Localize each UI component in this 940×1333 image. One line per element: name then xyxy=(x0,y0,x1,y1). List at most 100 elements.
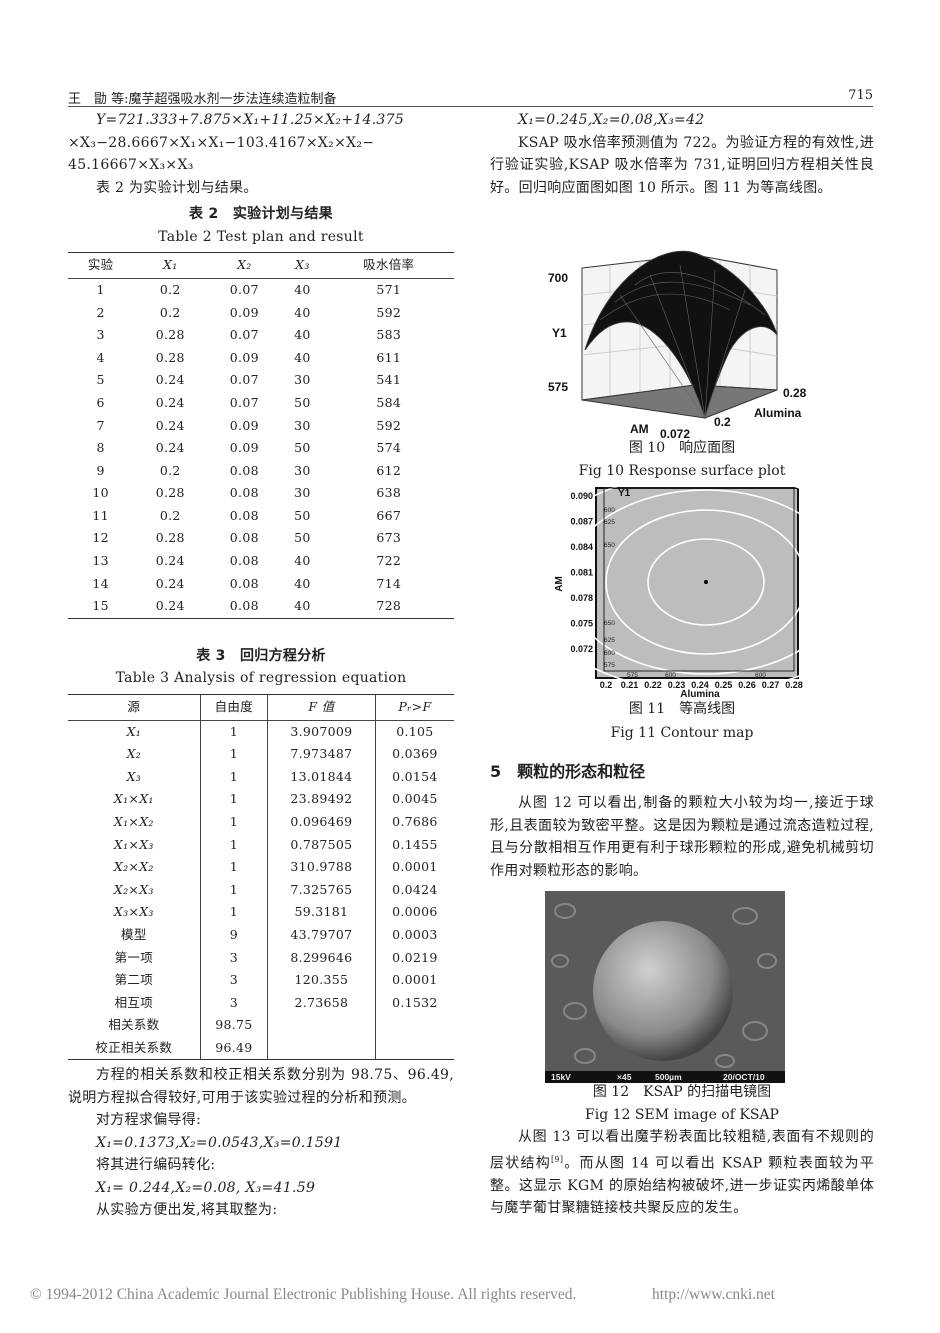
table-cell: 0.0006 xyxy=(392,904,438,920)
fig12-caption-cn: 图 12 KSAP 的扫描电镜图 xyxy=(592,1084,772,1100)
sem-magnification: ×45 xyxy=(617,1072,632,1082)
table-row: X₁×X₂ 1 0.096469 0.7686 xyxy=(68,811,454,834)
x-tick-label: 0.25 xyxy=(715,680,733,690)
table-cell: 40 xyxy=(294,304,311,320)
table-cell: 0.1455 xyxy=(392,836,438,852)
table-cell: 0.08 xyxy=(229,462,259,478)
citation[interactable]: [9] xyxy=(551,1154,564,1164)
contour-label: 625 xyxy=(604,637,615,644)
table-cell: 0.24 xyxy=(155,553,185,569)
table-cell: 541 xyxy=(376,372,402,388)
table-cell: 15 xyxy=(92,598,109,614)
table-cell: 6 xyxy=(96,394,105,410)
table-cell: 50 xyxy=(294,394,311,410)
y-tick-label: 0.075 xyxy=(570,619,593,629)
table-row: 5 0.24 0.07 30 541 xyxy=(68,369,454,392)
y-tick-label: 0.28 xyxy=(783,386,807,400)
table-cell: 8.299646 xyxy=(267,946,376,970)
footer-url[interactable]: http://www.cnki.net xyxy=(652,1286,775,1303)
rounded-values: X₁=0.245,X₂=0.08,X₃=42 xyxy=(518,112,705,128)
table-row: 2 0.2 0.09 40 592 xyxy=(68,302,454,325)
column-header: 吸水倍率 xyxy=(323,252,454,279)
equation-line: Y=721.333+7.875×X₁+11.25×X₂+14.375 xyxy=(96,112,405,128)
table-cell: 0.0003 xyxy=(392,927,438,943)
table-row: 11 0.2 0.08 50 667 xyxy=(68,505,454,528)
table-row: X₂×X₃ 1 7.325765 0.0424 xyxy=(68,878,454,902)
table-cell: X₁×X₁ xyxy=(68,788,201,811)
table3: 源自由度 F 值 Pᵣ>F X₁ 1 3.907009 0.105 X₂ 1 7.973487 0.… xyxy=(68,693,454,1061)
table-cell: 7 xyxy=(96,417,105,433)
table-cell: 1 xyxy=(96,282,105,297)
table-cell: 1 xyxy=(200,788,269,811)
table-cell: 50 xyxy=(294,440,311,456)
table-cell: X₂×X₃ xyxy=(68,878,201,902)
column-header: 源 xyxy=(68,694,201,721)
x-tick-label: 0.27 xyxy=(762,680,780,690)
response-surface-plot: 700 Y1 575 AM 0.072 0.28 Alumina 0.2 xyxy=(548,250,807,440)
table2: 实验 X₁ X₂ X₃ 吸水倍率 1 0.2 0.07 40 571 2 0.2 0.09 40 592 3 0… xyxy=(68,252,454,619)
y-axis-label: Alumina xyxy=(754,406,802,420)
text-line: 从实验方便出发,将其取整为: xyxy=(96,1202,278,1219)
table-cell: 8 xyxy=(96,440,105,456)
x-tick-label: 0.22 xyxy=(644,680,662,690)
table-row: X₁ 1 3.907009 0.105 xyxy=(68,720,454,744)
table-cell: 40 xyxy=(294,575,311,591)
table-row: 相关系数 98.75 xyxy=(68,1014,454,1037)
table-cell xyxy=(267,1014,376,1037)
x-tick-label: 0.23 xyxy=(668,680,686,690)
table-cell: 第一项 xyxy=(68,946,201,970)
table-cell: 583 xyxy=(376,327,402,343)
contour-label: 600 xyxy=(755,672,766,679)
table-cell: 714 xyxy=(376,575,402,591)
table-cell: 11 xyxy=(92,507,109,523)
plot-floor xyxy=(581,384,778,419)
contour-label: 575 xyxy=(604,662,615,669)
contour-label: 600 xyxy=(604,650,615,657)
table-cell: 0.7686 xyxy=(392,814,438,830)
table-cell: 0.07 xyxy=(229,372,259,388)
text-line: 将其进行编码转化: xyxy=(96,1157,216,1174)
contour-label: 650 xyxy=(604,620,615,627)
equation-line: 45.16667×X₃×X₃ xyxy=(68,157,194,173)
plot-area xyxy=(595,487,799,679)
column-header: F 值 xyxy=(267,694,376,721)
table-cell: 0.0424 xyxy=(392,881,438,897)
x-tick-label: 0.28 xyxy=(785,680,803,690)
table-cell: 592 xyxy=(376,304,402,320)
table-row: 6 0.24 0.07 50 584 xyxy=(68,392,454,415)
particle xyxy=(593,921,733,1061)
table-cell: X₁ xyxy=(68,720,201,744)
table-cell: 310.9788 xyxy=(267,856,376,879)
contour-label: 625 xyxy=(604,519,615,526)
table-cell: 0.24 xyxy=(155,417,185,433)
table-cell: 0.0154 xyxy=(392,768,438,784)
coded-values: X₁= 0.244,X₂=0.08, X₃=41.59 xyxy=(96,1179,316,1196)
table-cell: 0.08 xyxy=(229,485,259,501)
table-cell: 第二项 xyxy=(68,969,201,992)
table-cell: 1 xyxy=(200,856,269,879)
fig12-caption-en: Fig 12 SEM image of KSAP xyxy=(585,1106,779,1123)
table-cell: 96.49 xyxy=(200,1036,269,1060)
table-cell: 728 xyxy=(376,598,402,614)
table-cell: 0.28 xyxy=(155,485,185,501)
table-cell: 0.07 xyxy=(229,282,259,297)
table-cell: 相关系数 xyxy=(68,1014,201,1037)
page-number: 715 xyxy=(848,88,873,103)
contour-label: 600 xyxy=(665,672,676,679)
table-cell: 0.07 xyxy=(229,394,259,410)
section-heading: 5 颗粒的形态和粒径 xyxy=(490,762,646,781)
table-cell: 40 xyxy=(294,349,311,365)
fig10-caption: 图 10 响应面图 Fig 10 Response surface plot xyxy=(490,437,874,482)
table-cell: 0.09 xyxy=(229,440,259,456)
table-cell: 40 xyxy=(294,598,311,614)
table-cell: 1 xyxy=(200,743,269,766)
legend-label: Y1 xyxy=(618,488,631,499)
table-cell: 50 xyxy=(294,530,311,546)
contour-lines xyxy=(540,484,810,693)
table-cell: 0.787505 xyxy=(267,833,376,857)
x-tick-label: 0.24 xyxy=(691,680,709,690)
table-cell: 0.24 xyxy=(155,598,185,614)
table-cell: 0.08 xyxy=(229,598,259,614)
table-row: 14 0.24 0.08 40 714 xyxy=(68,573,454,596)
sem-image: 15kV ×45 500µm 20/OCT/10 xyxy=(545,891,785,1083)
